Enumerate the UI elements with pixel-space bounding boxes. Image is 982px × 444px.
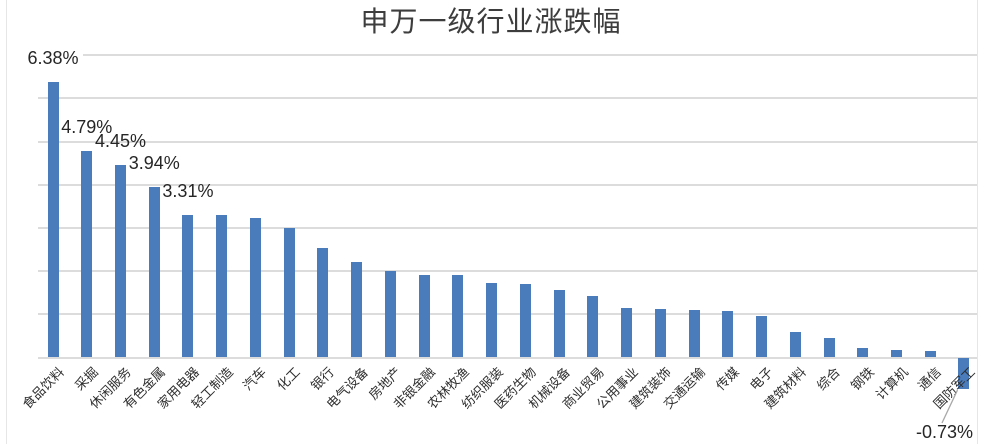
bar bbox=[216, 215, 228, 358]
gridline bbox=[38, 356, 977, 359]
bar bbox=[789, 332, 801, 358]
bar bbox=[81, 150, 93, 358]
gridline bbox=[38, 270, 977, 273]
bar bbox=[756, 316, 768, 358]
gridline bbox=[38, 140, 977, 143]
bar bbox=[486, 283, 498, 358]
data-label: 4.45% bbox=[94, 131, 146, 152]
bar bbox=[283, 227, 295, 358]
bar bbox=[351, 262, 363, 358]
bar bbox=[114, 165, 126, 358]
bar bbox=[317, 248, 329, 358]
bar bbox=[688, 309, 700, 358]
data-label: -0.73% bbox=[916, 422, 974, 442]
data-label: 3.94% bbox=[128, 153, 180, 174]
bar bbox=[148, 187, 160, 358]
gridline bbox=[38, 183, 977, 186]
bar bbox=[553, 290, 565, 358]
bar bbox=[958, 357, 970, 390]
bar bbox=[182, 214, 194, 358]
bar bbox=[47, 81, 59, 358]
bar bbox=[452, 275, 464, 358]
data-label: 4.79% bbox=[61, 116, 113, 137]
chart-frame-left bbox=[6, 0, 7, 444]
bar bbox=[891, 349, 902, 358]
chart-title: 申万一级行业涨跌幅 bbox=[360, 6, 622, 37]
data-label: 6.38% bbox=[23, 47, 83, 68]
bar bbox=[857, 348, 869, 358]
bar bbox=[654, 308, 666, 358]
gridline bbox=[38, 226, 977, 229]
bar bbox=[519, 284, 531, 358]
bar bbox=[418, 274, 430, 358]
bar bbox=[722, 311, 734, 358]
bar bbox=[587, 295, 599, 358]
gridline bbox=[38, 54, 977, 57]
gridline bbox=[38, 313, 977, 316]
bar bbox=[249, 217, 261, 358]
chart-frame-right bbox=[977, 0, 978, 444]
data-label: 3.31% bbox=[162, 180, 214, 201]
bar bbox=[823, 337, 835, 358]
gridline bbox=[38, 97, 977, 100]
bar bbox=[621, 307, 633, 358]
bar bbox=[924, 351, 936, 358]
bar bbox=[384, 271, 396, 358]
